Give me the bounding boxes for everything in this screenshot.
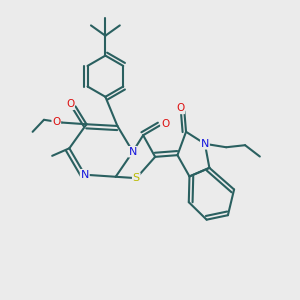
Text: O: O [161, 118, 169, 129]
Text: S: S [133, 173, 140, 183]
Text: O: O [52, 117, 60, 127]
Text: N: N [81, 170, 89, 180]
Text: O: O [66, 99, 74, 110]
Text: N: N [129, 147, 137, 157]
Text: O: O [176, 103, 184, 113]
Text: N: N [201, 139, 209, 149]
